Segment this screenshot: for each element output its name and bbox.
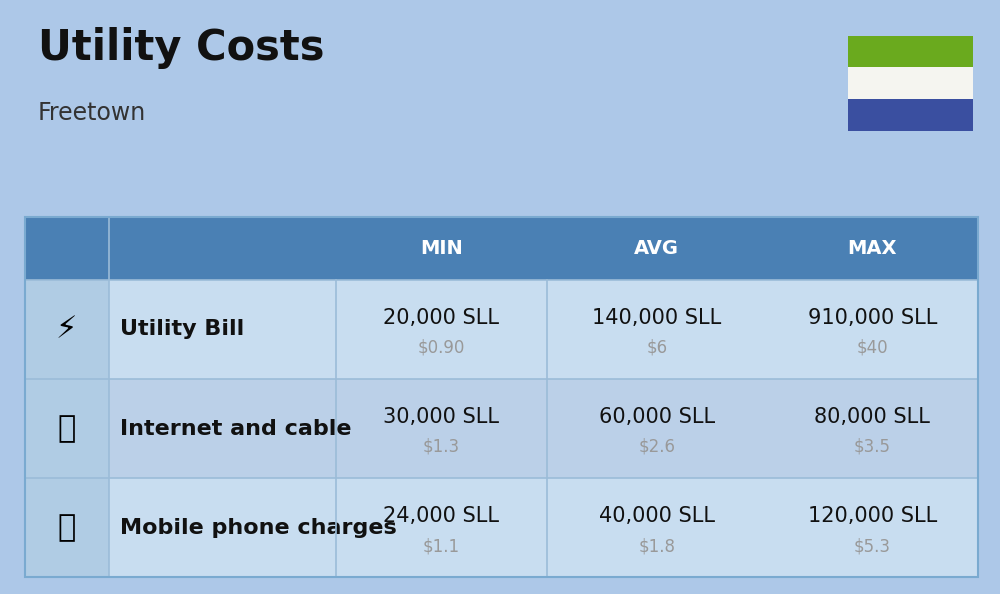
Text: Utility Bill: Utility Bill — [120, 320, 245, 340]
Bar — [109, 478, 978, 577]
Text: Internet and cable: Internet and cable — [120, 419, 352, 438]
Text: 30,000 SLL: 30,000 SLL — [383, 407, 499, 427]
Text: MIN: MIN — [420, 239, 463, 258]
Text: 📱: 📱 — [58, 513, 76, 542]
Bar — [109, 280, 978, 379]
Bar — [848, 36, 973, 67]
Text: $40: $40 — [856, 339, 888, 357]
Text: 24,000 SLL: 24,000 SLL — [383, 507, 499, 526]
Text: $2.6: $2.6 — [638, 438, 675, 456]
Bar — [109, 379, 978, 478]
Text: $1.3: $1.3 — [423, 438, 460, 456]
Text: Freetown: Freetown — [38, 101, 146, 125]
Text: 140,000 SLL: 140,000 SLL — [592, 308, 721, 328]
Text: $3.5: $3.5 — [854, 438, 891, 456]
Bar — [25, 280, 109, 379]
Text: Mobile phone charges: Mobile phone charges — [120, 518, 397, 538]
Text: MAX: MAX — [847, 239, 897, 258]
Text: 80,000 SLL: 80,000 SLL — [814, 407, 930, 427]
Text: $1.1: $1.1 — [423, 537, 460, 555]
Text: 40,000 SLL: 40,000 SLL — [599, 507, 715, 526]
Text: $5.3: $5.3 — [854, 537, 891, 555]
Text: 60,000 SLL: 60,000 SLL — [599, 407, 715, 427]
Bar — [25, 217, 978, 577]
Text: 910,000 SLL: 910,000 SLL — [808, 308, 937, 328]
Text: 120,000 SLL: 120,000 SLL — [808, 507, 937, 526]
Text: 20,000 SLL: 20,000 SLL — [383, 308, 499, 328]
Text: $1.8: $1.8 — [638, 537, 675, 555]
Bar — [848, 67, 973, 99]
Text: $6: $6 — [646, 339, 667, 357]
Text: ⚡️: ⚡️ — [56, 315, 78, 344]
Text: AVG: AVG — [634, 239, 679, 258]
Bar — [848, 99, 973, 131]
Bar — [25, 379, 109, 478]
Text: Utility Costs: Utility Costs — [38, 27, 324, 69]
Text: $0.90: $0.90 — [418, 339, 465, 357]
Bar — [25, 478, 109, 577]
Text: 📡: 📡 — [58, 414, 76, 443]
Bar — [25, 217, 978, 280]
